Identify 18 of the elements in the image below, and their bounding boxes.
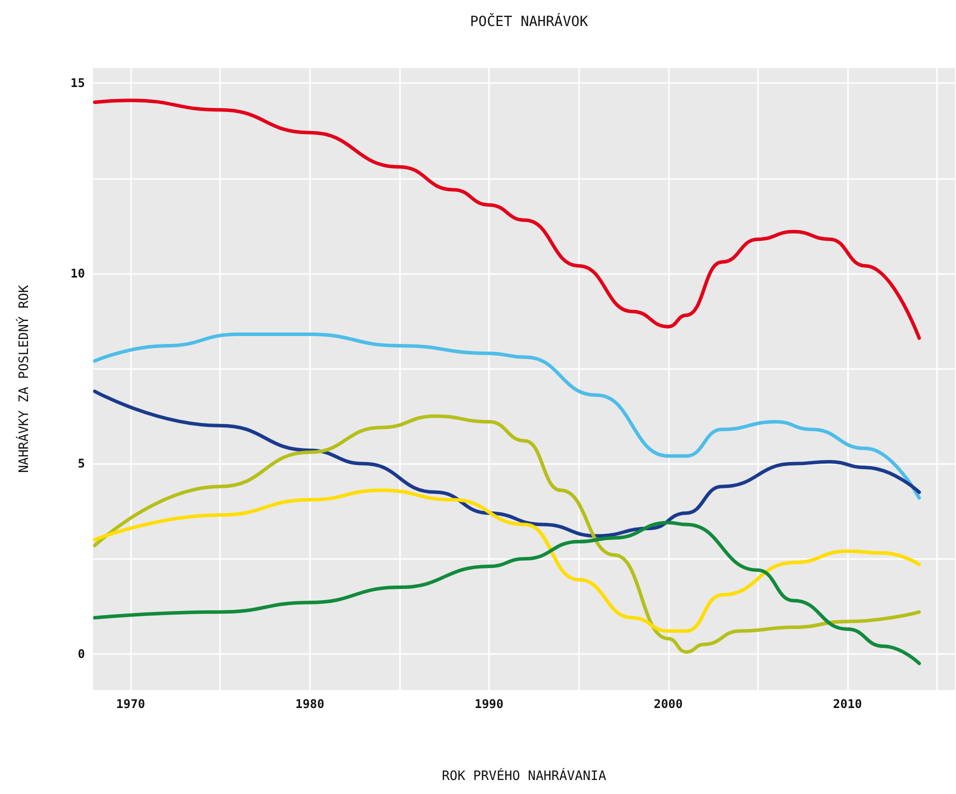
x-tick-label: 2010: [833, 697, 862, 711]
line-series: [93, 332, 921, 500]
chart-title: POČET NAHRÁVOK: [470, 13, 589, 30]
line-series: [93, 390, 921, 538]
y-tick-label: 0: [78, 646, 85, 661]
x-tick-label: 1990: [474, 697, 504, 711]
x-tick-label: 1980: [295, 697, 324, 711]
line-series: [93, 98, 921, 340]
line-series: [93, 414, 921, 654]
x-axis-title: ROK PRVÉHO NAHRÁVANIA: [442, 767, 606, 784]
y-axis-title: NAHRÁVKY ZA POSLEDNÝ ROK: [15, 284, 32, 473]
line-series: [93, 520, 921, 666]
y-tick-label: 10: [70, 266, 85, 280]
y-tick-label: 15: [70, 76, 85, 90]
y-tick-label: 5: [78, 456, 85, 471]
line-series: [93, 488, 921, 633]
x-tick-label: 1970: [116, 697, 146, 711]
x-tick-label: 2000: [654, 697, 683, 711]
